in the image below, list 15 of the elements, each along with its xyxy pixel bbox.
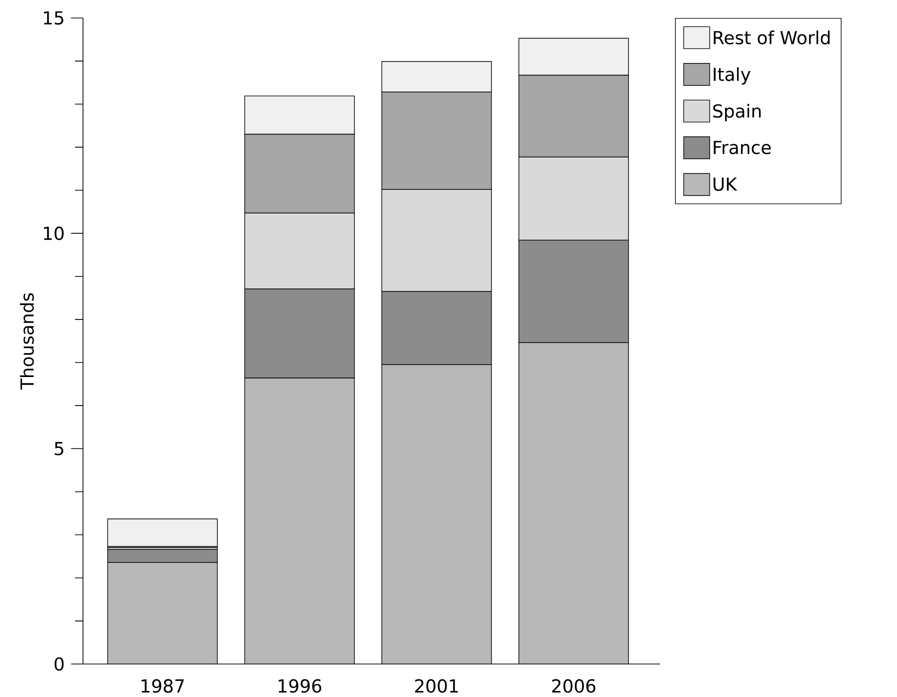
legend-label: Rest of World — [714, 30, 830, 44]
y-tick-label: 0 — [54, 657, 64, 671]
legend-label: UK — [714, 178, 738, 191]
bar — [107, 518, 218, 547]
y-tick-label: 15 — [44, 11, 64, 25]
y-tick-label: 5 — [54, 442, 64, 456]
y-axis-title: Thousands — [20, 293, 34, 390]
x-tick-label: 1987 — [142, 679, 184, 693]
x-tick-label: 2001 — [415, 679, 458, 693]
legend-label: Spain — [713, 104, 761, 122]
x-tick-label: 1996 — [278, 679, 322, 693]
x-tick-label: 2006 — [552, 679, 596, 693]
y-tick-label: 10 — [44, 226, 64, 240]
legend-label: Italy — [714, 67, 750, 85]
legend-label: France — [714, 140, 771, 154]
